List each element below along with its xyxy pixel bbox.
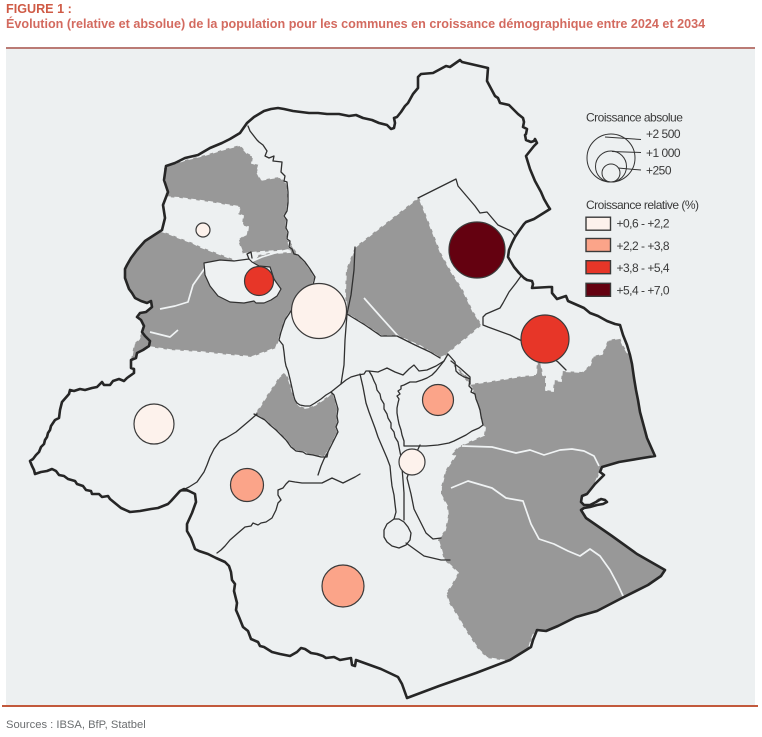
svg-text:+3,8 - +5,4: +3,8 - +5,4 (617, 261, 670, 275)
svg-text:+5,4 - +7,0: +5,4 - +7,0 (617, 284, 670, 298)
svg-text:+1 000: +1 000 (646, 146, 681, 160)
svg-text:Croissance absolue: Croissance absolue (586, 111, 683, 125)
svg-text:+2 500: +2 500 (646, 127, 681, 141)
svg-text:+0,6 - +2,2: +0,6 - +2,2 (617, 217, 670, 231)
svg-text:Croissance relative (%): Croissance relative (%) (586, 198, 699, 212)
svg-text:+250: +250 (646, 164, 672, 178)
svg-text:+2,2 - +3,8: +2,2 - +3,8 (617, 239, 670, 253)
